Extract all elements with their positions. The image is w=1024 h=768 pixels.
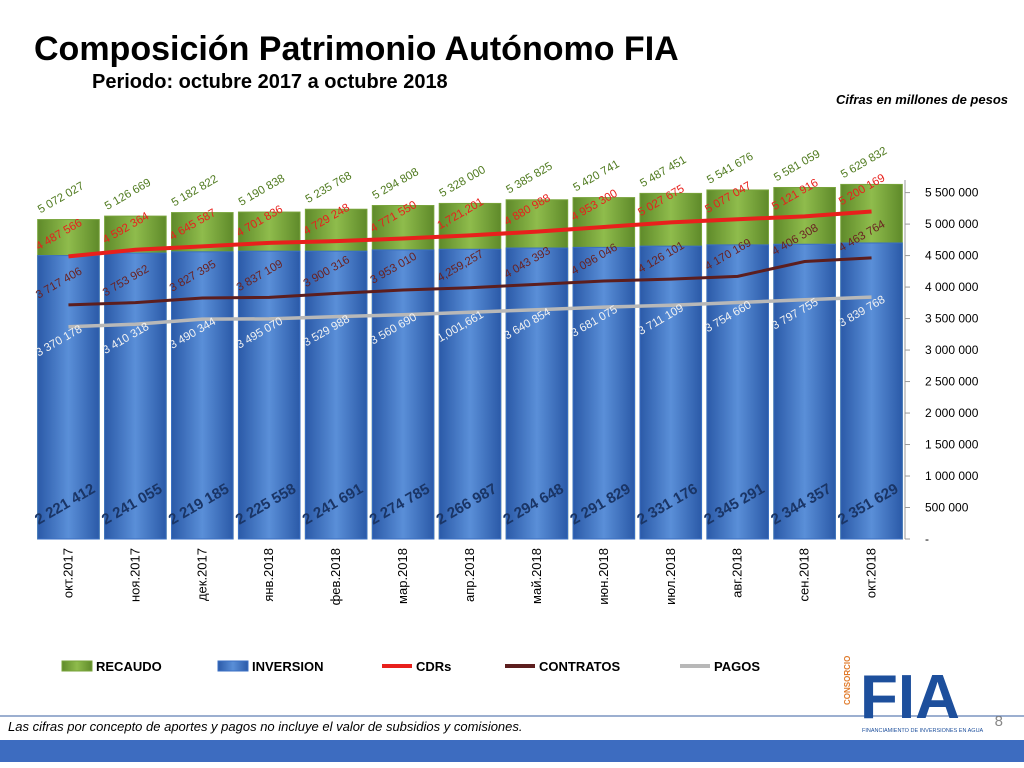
x-tick-label: дек.2017: [194, 548, 209, 601]
x-tick-label: май.2018: [529, 548, 544, 604]
bar: [840, 242, 903, 540]
footnote: Las cifras por concepto de aportes y pag…: [8, 719, 523, 734]
legend-label: CDRs: [416, 659, 451, 674]
x-tick-label: окт.2018: [864, 548, 879, 598]
x-tick-label: сен.2018: [797, 548, 812, 601]
data-label: 5 235 768: [304, 170, 354, 206]
line: [68, 295, 872, 329]
line: [68, 256, 872, 307]
bar: [304, 250, 368, 540]
x-tick-label: окт.2017: [60, 548, 75, 598]
x-tick-label: июн.2018: [596, 548, 611, 605]
y-tick-label: 500 000: [925, 501, 969, 515]
y-tick-label: 5 000 000: [925, 217, 979, 231]
data-label: 5 182 822: [170, 173, 220, 209]
data-label: 5 328 000: [438, 164, 488, 200]
bar: [639, 245, 703, 540]
title: Composición Patrimonio Autónomo FIA: [34, 30, 679, 68]
data-label: 5 385 825: [504, 160, 554, 196]
data-label: 5 294 808: [371, 166, 421, 202]
data-label: 5 126 669: [103, 177, 153, 213]
bar: [505, 247, 569, 540]
legend-swatch: [217, 660, 249, 672]
legend-label: INVERSION: [252, 659, 324, 674]
x-tick-label: авг.2018: [730, 548, 745, 598]
line: [68, 209, 872, 259]
y-tick-label: 2 500 000: [925, 375, 979, 389]
legend-label: RECAUDO: [96, 659, 162, 674]
y-tick-label: 3 500 000: [925, 312, 979, 326]
page-number: 8: [995, 713, 1003, 730]
bar: [572, 246, 636, 540]
y-tick-label: -: [925, 532, 929, 546]
x-tick-label: мар.2018: [395, 548, 410, 604]
x-tick-label: ноя.2017: [127, 548, 142, 602]
units-note: Cifras en millones de pesos: [836, 92, 1008, 107]
logo: CONSORCIO FIA FINANCIAMIENTO DE INVERSIO…: [843, 656, 984, 734]
data-label: 5 190 838: [237, 173, 287, 209]
bar: [438, 248, 502, 540]
x-tick-label: апр.2018: [462, 548, 477, 602]
logo-name: FIA: [860, 663, 960, 732]
legend-label: PAGOS: [714, 659, 760, 674]
legend-swatch: [61, 660, 93, 672]
logo-tagline: FINANCIAMIENTO DE INVERSIONES EN AGUA: [862, 728, 984, 734]
bar: [371, 249, 435, 540]
logo-side: CONSORCIO: [843, 656, 852, 705]
y-tick-label: 1 500 000: [925, 438, 979, 452]
bar: [237, 250, 301, 540]
y-tick-label: 3 000 000: [925, 343, 979, 357]
y-tick-label: 5 500 000: [925, 186, 979, 200]
legend-label: CONTRATOS: [539, 659, 620, 674]
data-label: 5 072 027: [36, 180, 86, 216]
y-tick-label: 4 500 000: [925, 249, 979, 263]
y-tick-label: 2 000 000: [925, 406, 979, 420]
bar: [773, 243, 836, 540]
chart: - 500 000 1 000 000 1 500 000 2 000 000 2 500…: [32, 145, 979, 674]
x-tick-label: фев.2018: [328, 548, 343, 605]
y-tick-label: 4 000 000: [925, 280, 979, 294]
bar: [706, 244, 769, 540]
x-tick-label: янв.2018: [261, 548, 276, 602]
footer-bar: [0, 740, 1024, 762]
y-tick-label: 1 000 000: [925, 469, 979, 483]
x-tick-label: июл.2018: [663, 548, 678, 605]
subtitle: Periodo: octubre 2017 a octubre 2018: [92, 71, 448, 93]
